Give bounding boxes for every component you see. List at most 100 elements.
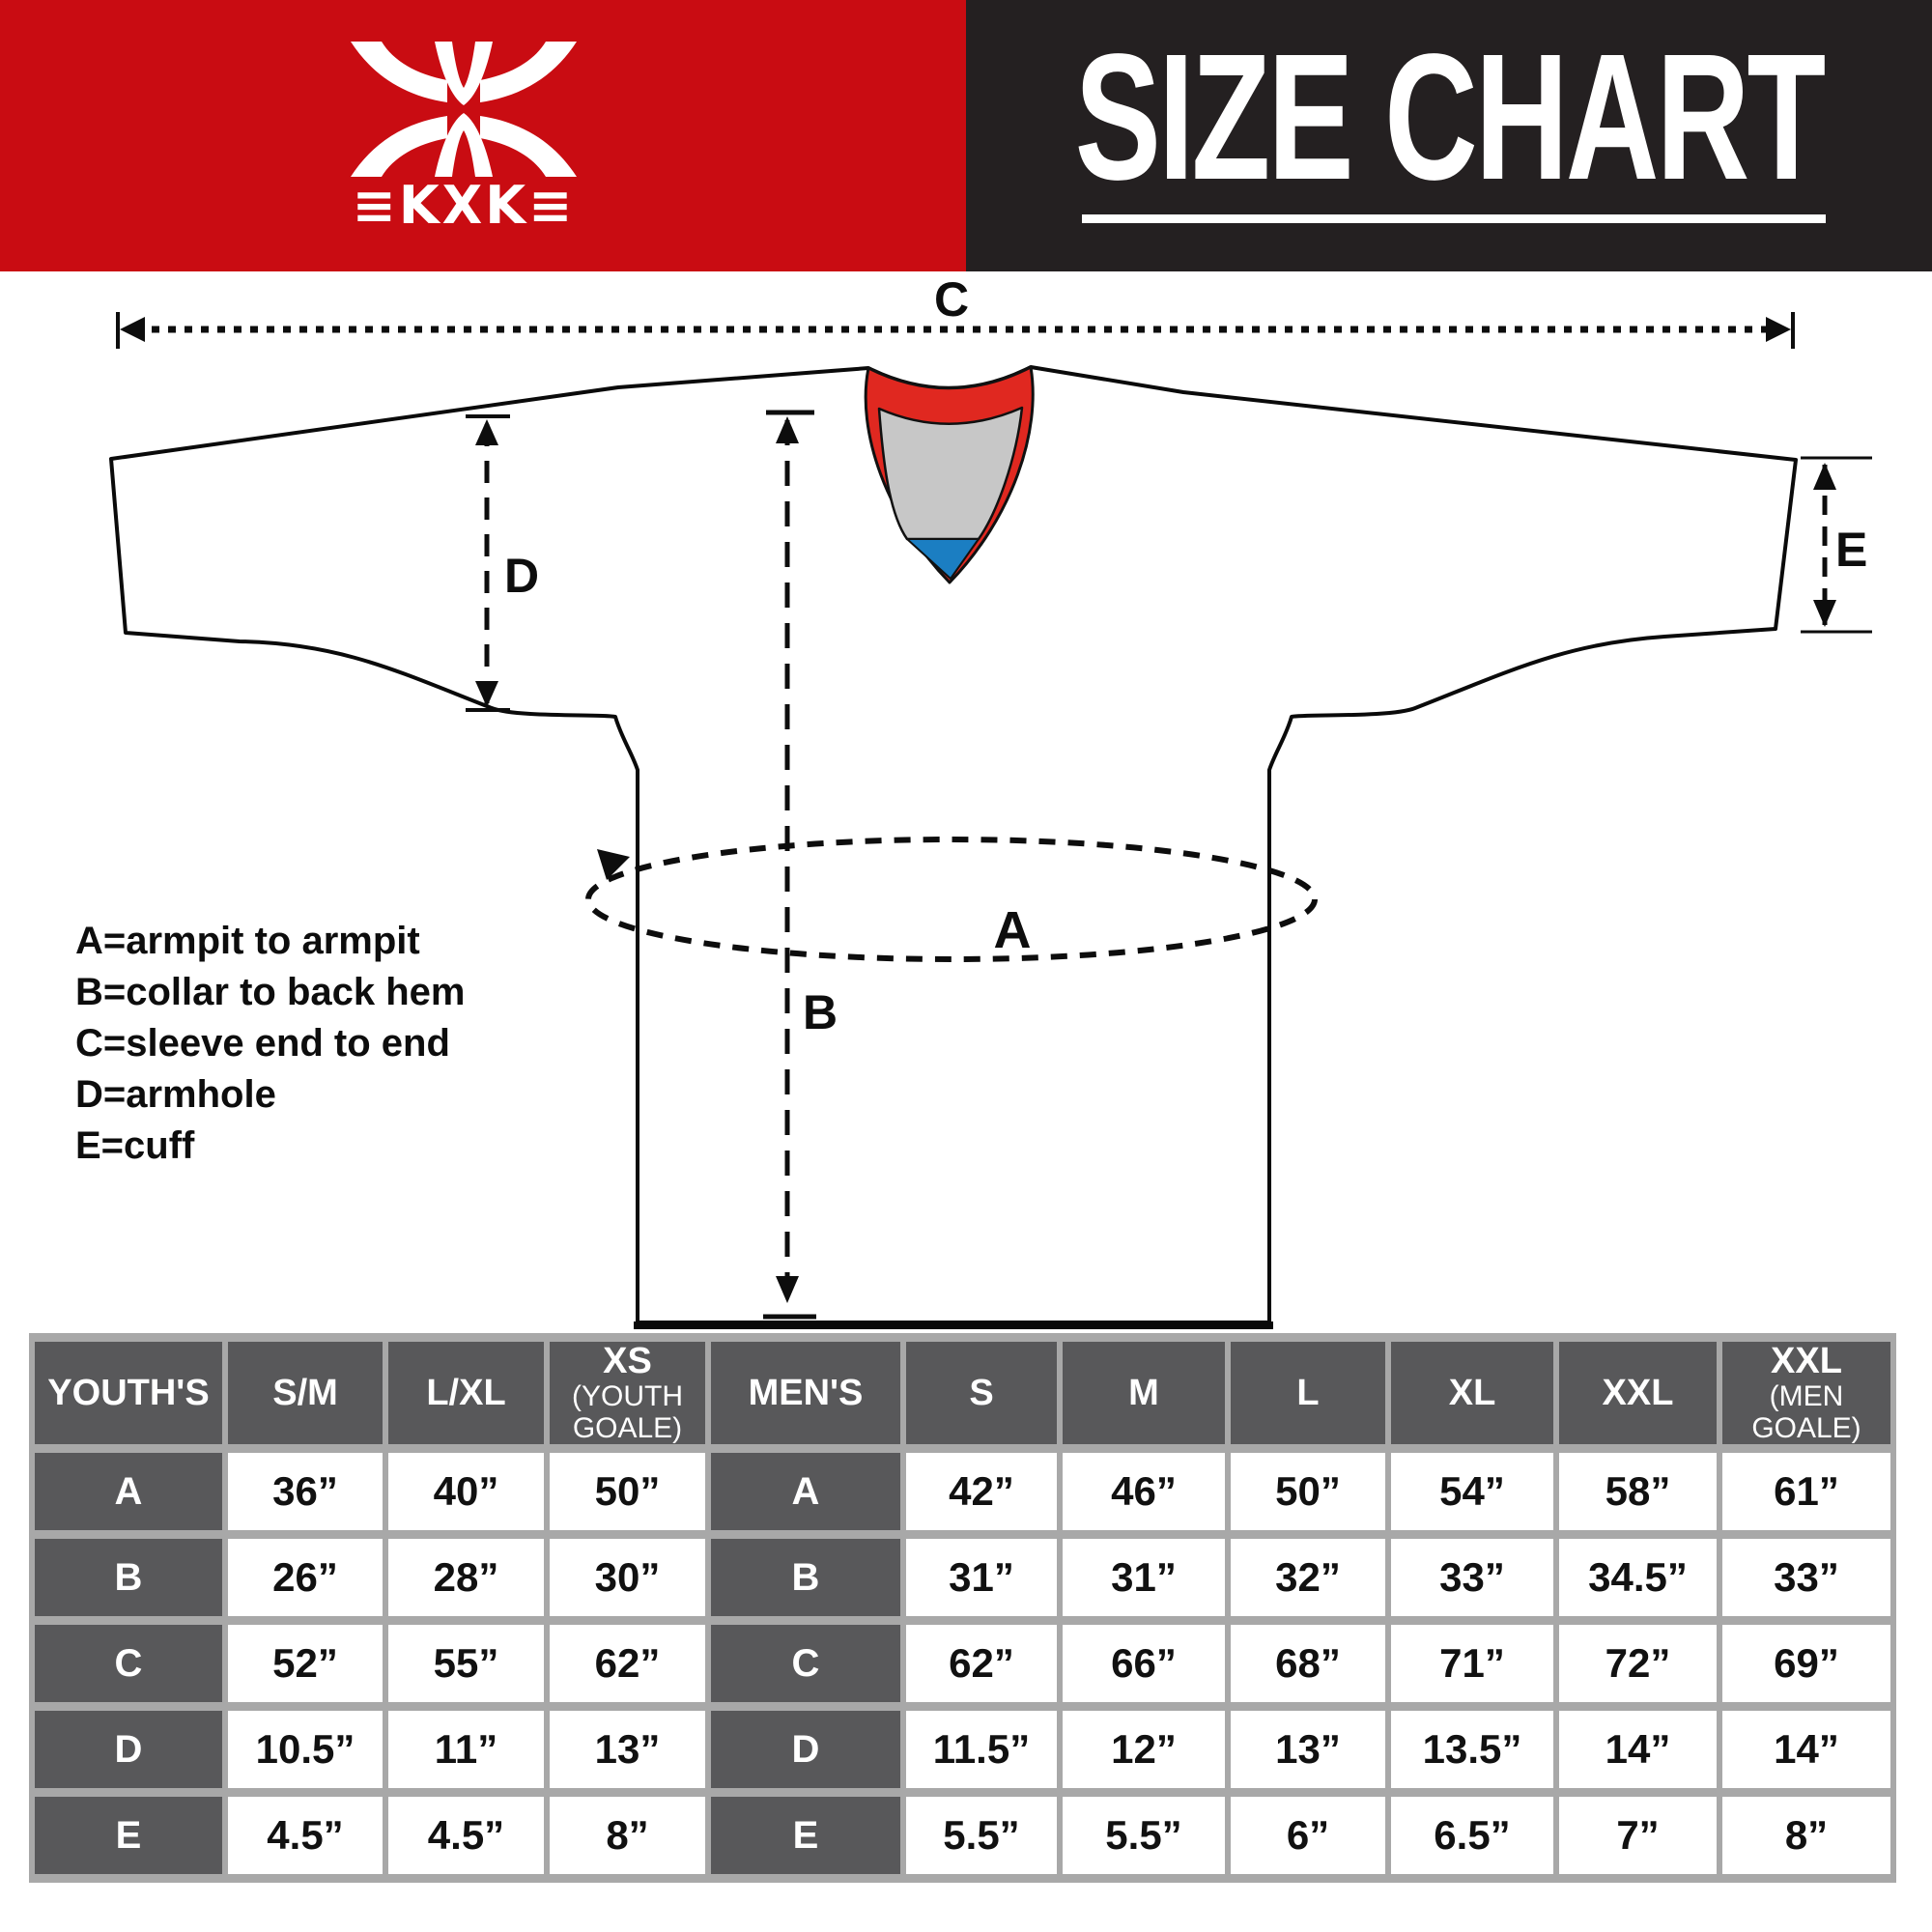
cell-value: 8”	[550, 1797, 705, 1874]
row-label: C	[711, 1625, 900, 1702]
cell-value: 66”	[1063, 1625, 1225, 1702]
measure-c-arrow	[116, 312, 1795, 349]
cell-value: 5.5”	[906, 1797, 1057, 1874]
measure-a-label: A	[994, 901, 1032, 959]
measure-c-label: C	[934, 272, 969, 327]
table-row-a: A 36” 40” 50” A 42” 46” 50” 54” 58” 61”	[35, 1453, 1890, 1530]
header-red-panel: ≡KXK≡	[0, 0, 966, 271]
size-table-header-row: YOUTH'S S/M L/XL XS (YOUTH GOALE) MEN'S …	[35, 1342, 1890, 1444]
youth-size-lxl: L/XL	[388, 1342, 544, 1444]
cell-value: 32”	[1231, 1539, 1385, 1616]
collar-inner-blue	[906, 538, 980, 580]
table-row-b: B 26” 28” 30” B 31” 31” 32” 33” 34.5” 33…	[35, 1539, 1890, 1616]
cell-value: 52”	[228, 1625, 383, 1702]
legend-a: A=armpit to armpit	[75, 920, 420, 962]
row-label: E	[711, 1797, 900, 1874]
men-size-m: M	[1063, 1342, 1225, 1444]
measure-a-ellipse	[585, 837, 1318, 962]
cell-value: 4.5”	[228, 1797, 383, 1874]
legend-d: D=armhole	[75, 1073, 276, 1116]
table-row-d: D 10.5” 11” 13” D 11.5” 12” 13” 13.5” 14…	[35, 1711, 1890, 1788]
men-size-xl: XL	[1391, 1342, 1553, 1444]
youth-size-sm: S/M	[228, 1342, 383, 1444]
youth-goalie-size: XS	[603, 1341, 652, 1381]
cell-value: 13.5”	[1391, 1711, 1553, 1788]
collar-inner-gray	[877, 406, 1024, 541]
table-row-e: E 4.5” 4.5” 8” E 5.5” 5.5” 6” 6.5” 7” 8”	[35, 1797, 1890, 1874]
cell-value: 42”	[906, 1453, 1057, 1530]
cell-value: 26”	[228, 1539, 383, 1616]
cell-value: 13”	[1231, 1711, 1385, 1788]
cell-value: 72”	[1559, 1625, 1717, 1702]
row-label: D	[35, 1711, 222, 1788]
jersey-collar	[864, 365, 1035, 584]
table-row-c: C 52” 55” 62” C 62” 66” 68” 71” 72” 69”	[35, 1625, 1890, 1702]
cell-value: 7”	[1559, 1797, 1717, 1874]
page-title: SIZE CHART	[1074, 16, 1827, 217]
size-table: YOUTH'S S/M L/XL XS (YOUTH GOALE) MEN'S …	[29, 1333, 1896, 1883]
measure-d-arrow	[466, 414, 510, 712]
cell-value: 68”	[1231, 1625, 1385, 1702]
youth-size-xs-goalie: XS (YOUTH GOALE)	[550, 1342, 705, 1444]
row-label: D	[711, 1711, 900, 1788]
youth-goalie-sub2: GOALE)	[572, 1412, 683, 1444]
cell-value: 50”	[1231, 1453, 1385, 1530]
cell-value: 5.5”	[1063, 1797, 1225, 1874]
title-underline	[1082, 214, 1826, 223]
cell-value: 6”	[1231, 1797, 1385, 1874]
row-label: A	[35, 1453, 222, 1530]
cell-value: 34.5”	[1559, 1539, 1717, 1616]
men-size-xxl: XXL	[1559, 1342, 1717, 1444]
row-label: A	[711, 1453, 900, 1530]
cell-value: 69”	[1722, 1625, 1890, 1702]
men-section-header: MEN'S	[711, 1342, 900, 1444]
cell-value: 14”	[1559, 1711, 1717, 1788]
cell-value: 55”	[388, 1625, 544, 1702]
measure-e-arrow	[1801, 456, 1872, 634]
cell-value: 12”	[1063, 1711, 1225, 1788]
legend-e: E=cuff	[75, 1124, 195, 1167]
jersey-measurement-diagram: C D B E	[109, 272, 1872, 1329]
measure-b-arrow	[763, 410, 816, 1320]
cell-value: 71”	[1391, 1625, 1553, 1702]
cell-value: 36”	[228, 1453, 383, 1530]
cell-value: 31”	[906, 1539, 1057, 1616]
row-label: E	[35, 1797, 222, 1874]
kxk-logo-icon	[351, 42, 577, 177]
legend-b: B=collar to back hem	[75, 971, 466, 1013]
men-size-s: S	[906, 1342, 1057, 1444]
cell-value: 33”	[1722, 1539, 1890, 1616]
cell-value: 31”	[1063, 1539, 1225, 1616]
cell-value: 14”	[1722, 1711, 1890, 1788]
header-black-panel	[966, 0, 1932, 271]
men-goalie-sub1: (MEN	[1769, 1380, 1844, 1412]
measure-e-label: E	[1835, 523, 1867, 577]
cell-value: 61”	[1722, 1453, 1890, 1530]
cell-value: 62”	[550, 1625, 705, 1702]
cell-value: 62”	[906, 1625, 1057, 1702]
jersey-outline	[109, 365, 1798, 1324]
cell-value: 54”	[1391, 1453, 1553, 1530]
men-size-xxl-goalie: XXL (MEN GOALE)	[1722, 1342, 1890, 1444]
youth-section-header: YOUTH'S	[35, 1342, 222, 1444]
kxk-logo-text: ≡KXK≡	[352, 175, 576, 236]
measure-d-label: D	[504, 549, 539, 603]
cell-value: 10.5”	[228, 1711, 383, 1788]
cell-value: 58”	[1559, 1453, 1717, 1530]
cell-value: 28”	[388, 1539, 544, 1616]
cell-value: 11.5”	[906, 1711, 1057, 1788]
cell-value: 8”	[1722, 1797, 1890, 1874]
cell-value: 33”	[1391, 1539, 1553, 1616]
measure-b-label: B	[803, 985, 838, 1039]
legend-c: C=sleeve end to end	[75, 1022, 450, 1065]
cell-value: 6.5”	[1391, 1797, 1553, 1874]
men-goalie-size: XXL	[1771, 1341, 1842, 1381]
measurement-legend: A=armpit to armpit B=collar to back hem …	[75, 916, 465, 1172]
men-goalie-sub2: GOALE)	[1751, 1412, 1861, 1444]
youth-goalie-sub1: (YOUTH	[572, 1380, 683, 1412]
row-label: B	[711, 1539, 900, 1616]
cell-value: 46”	[1063, 1453, 1225, 1530]
cell-value: 11”	[388, 1711, 544, 1788]
cell-value: 50”	[550, 1453, 705, 1530]
